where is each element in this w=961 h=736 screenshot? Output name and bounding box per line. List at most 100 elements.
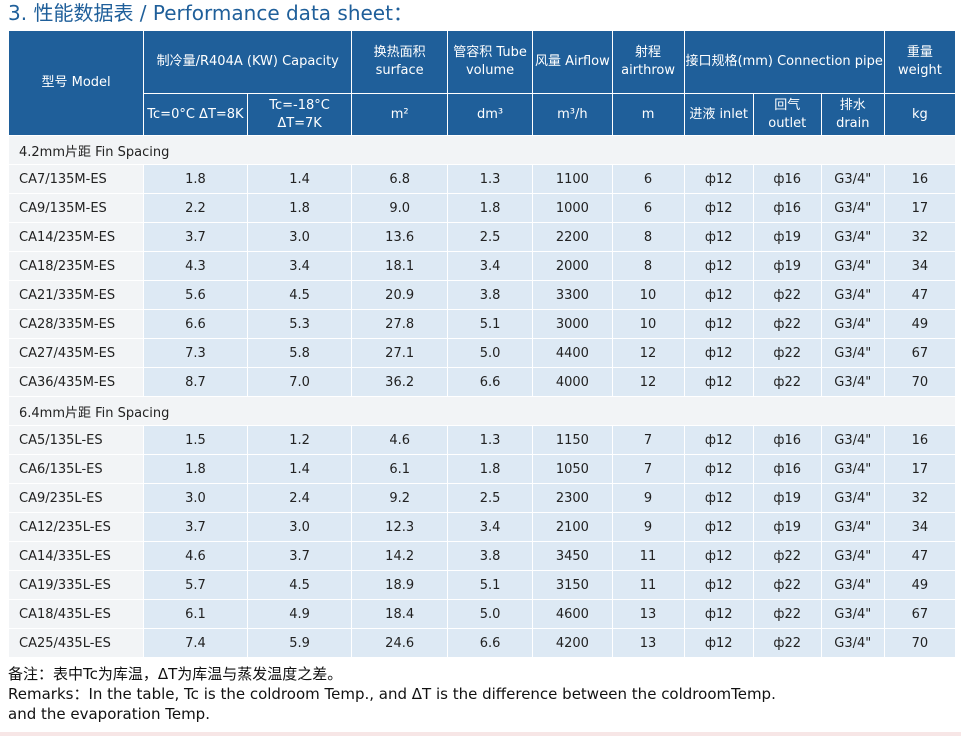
cell-tube-volume: 3.8 (446, 280, 534, 310)
cell-outlet: ф16 (752, 193, 822, 223)
cell-drain: G3/4" (820, 280, 885, 310)
cell-capacity-tc18: 3.0 (246, 222, 353, 252)
cell-weight: 67 (883, 338, 957, 368)
cell-airthrow: 11 (611, 570, 685, 600)
cell-capacity-tc0: 6.6 (143, 309, 248, 339)
table-row: CA6/135L-ES 1.8 1.4 6.1 1.8 1050 7 ф12 ф16 G3/4" 1… (7, 454, 957, 484)
header-inlet: 进液 inlet (683, 93, 754, 136)
cell-inlet: ф12 (683, 425, 754, 455)
cell-capacity-tc0: 7.3 (143, 338, 248, 368)
cell-tube-volume: 5.1 (446, 570, 534, 600)
remarks-en-line2: and the evaporation Temp. (8, 705, 210, 723)
cell-outlet: ф19 (752, 251, 822, 281)
table-row: CA9/135M-ES 2.2 1.8 9.0 1.8 1000 6 ф12 ф16 G3/4" 1… (7, 193, 957, 223)
cell-airflow: 2300 (532, 483, 613, 513)
cell-drain: G3/4" (820, 599, 885, 629)
cell-tube-volume: 3.4 (446, 251, 534, 281)
header-airthrow: 射程 airthrow (611, 30, 685, 94)
cell-model: CA5/135L-ES (7, 425, 145, 455)
cell-airflow: 3300 (532, 280, 613, 310)
cell-inlet: ф12 (683, 454, 754, 484)
cell-weight: 67 (883, 599, 957, 629)
header-tube-volume: 管容积 Tube volume (446, 30, 534, 94)
cell-outlet: ф16 (752, 425, 822, 455)
cell-airthrow: 10 (611, 309, 685, 339)
cell-capacity-tc18: 4.9 (246, 599, 353, 629)
cell-model: CA12/235L-ES (7, 512, 145, 542)
cell-capacity-tc0: 5.6 (143, 280, 248, 310)
cell-inlet: ф12 (683, 338, 754, 368)
header-weight-unit: kg (883, 93, 957, 136)
cell-outlet: ф22 (752, 599, 822, 629)
cell-drain: G3/4" (820, 454, 885, 484)
cell-airflow: 4600 (532, 599, 613, 629)
cell-airthrow: 13 (611, 599, 685, 629)
table-row: CA7/135M-ES 1.8 1.4 6.8 1.3 1100 6 ф12 ф16 G3/4" 1… (7, 164, 957, 194)
cell-airthrow: 13 (611, 628, 685, 658)
header-surface-unit: m² (351, 93, 448, 136)
cell-inlet: ф12 (683, 193, 754, 223)
cell-capacity-tc18: 5.9 (246, 628, 353, 658)
cell-airflow: 2200 (532, 222, 613, 252)
cell-outlet: ф22 (752, 628, 822, 658)
cell-weight: 70 (883, 628, 957, 658)
cell-surface: 13.6 (351, 222, 448, 252)
cell-drain: G3/4" (820, 193, 885, 223)
cell-inlet: ф12 (683, 222, 754, 252)
cell-tube-volume: 1.8 (446, 193, 534, 223)
cell-model: CA36/435M-ES (7, 367, 145, 397)
cell-model: CA18/235M-ES (7, 251, 145, 281)
cell-model: CA14/335L-ES (7, 541, 145, 571)
cell-weight: 32 (883, 222, 957, 252)
cell-surface: 20.9 (351, 280, 448, 310)
section-label: 6.4mm片距 Fin Spacing (8, 396, 956, 426)
cell-inlet: ф12 (683, 367, 754, 397)
cell-capacity-tc18: 4.5 (246, 280, 353, 310)
cell-tube-volume: 1.3 (446, 425, 534, 455)
header-weight: 重量 weight (883, 30, 957, 94)
cell-model: CA18/435L-ES (7, 599, 145, 629)
header-model: 型号 Model (7, 30, 145, 136)
cell-model: CA28/335M-ES (7, 309, 145, 339)
table-row: CA5/135L-ES 1.5 1.2 4.6 1.3 1150 7 ф12 ф16 G3/4" 1… (7, 425, 957, 455)
table-row: CA12/235L-ES 3.7 3.0 12.3 3.4 2100 9 ф12 ф19 G3/4… (7, 512, 957, 542)
remarks: 备注：表中Tc为库温，ΔT为库温与蒸发温度之差。 Remarks：In the … (8, 664, 948, 724)
table-row: CA21/335M-ES 5.6 4.5 20.9 3.8 3300 10 ф12 ф22 G3/… (7, 280, 957, 310)
header-drain: 排水 drain (820, 93, 885, 136)
page-title: 3. 性能数据表 / Performance data sheet： (8, 1, 413, 25)
cell-surface: 27.1 (351, 338, 448, 368)
cell-inlet: ф12 (683, 280, 754, 310)
section-header-row: 6.4mm片距 Fin Spacing (8, 396, 956, 426)
cell-capacity-tc0: 3.7 (143, 512, 248, 542)
table-row: CA18/435L-ES 6.1 4.9 18.4 5.0 4600 13 ф12 ф22 G3/… (7, 599, 957, 629)
cell-inlet: ф12 (683, 541, 754, 571)
cell-tube-volume: 3.4 (446, 512, 534, 542)
cell-airthrow: 12 (611, 367, 685, 397)
cell-tube-volume: 1.8 (446, 454, 534, 484)
cell-tube-volume: 3.8 (446, 541, 534, 571)
cell-capacity-tc0: 5.7 (143, 570, 248, 600)
cell-airflow: 4200 (532, 628, 613, 658)
cell-model: CA6/135L-ES (7, 454, 145, 484)
cell-surface: 24.6 (351, 628, 448, 658)
cell-airthrow: 7 (611, 425, 685, 455)
cell-model: CA7/135M-ES (7, 164, 145, 194)
cell-outlet: ф19 (752, 222, 822, 252)
cell-capacity-tc0: 2.2 (143, 193, 248, 223)
remarks-cn: 备注：表中Tc为库温，ΔT为库温与蒸发温度之差。 (8, 665, 343, 683)
table-row: CA18/235M-ES 4.3 3.4 18.1 3.4 2000 8 ф12 ф19 G3/4… (7, 251, 957, 281)
cell-airflow: 1150 (532, 425, 613, 455)
cell-weight: 49 (883, 570, 957, 600)
cell-model: CA14/235M-ES (7, 222, 145, 252)
cell-surface: 14.2 (351, 541, 448, 571)
cell-airthrow: 10 (611, 280, 685, 310)
cell-inlet: ф12 (683, 251, 754, 281)
cell-capacity-tc0: 7.4 (143, 628, 248, 658)
cell-airflow: 3000 (532, 309, 613, 339)
cell-capacity-tc0: 8.7 (143, 367, 248, 397)
cell-outlet: ф22 (752, 338, 822, 368)
cell-airthrow: 11 (611, 541, 685, 571)
cell-airthrow: 7 (611, 454, 685, 484)
cell-airflow: 4000 (532, 367, 613, 397)
cell-inlet: ф12 (683, 599, 754, 629)
